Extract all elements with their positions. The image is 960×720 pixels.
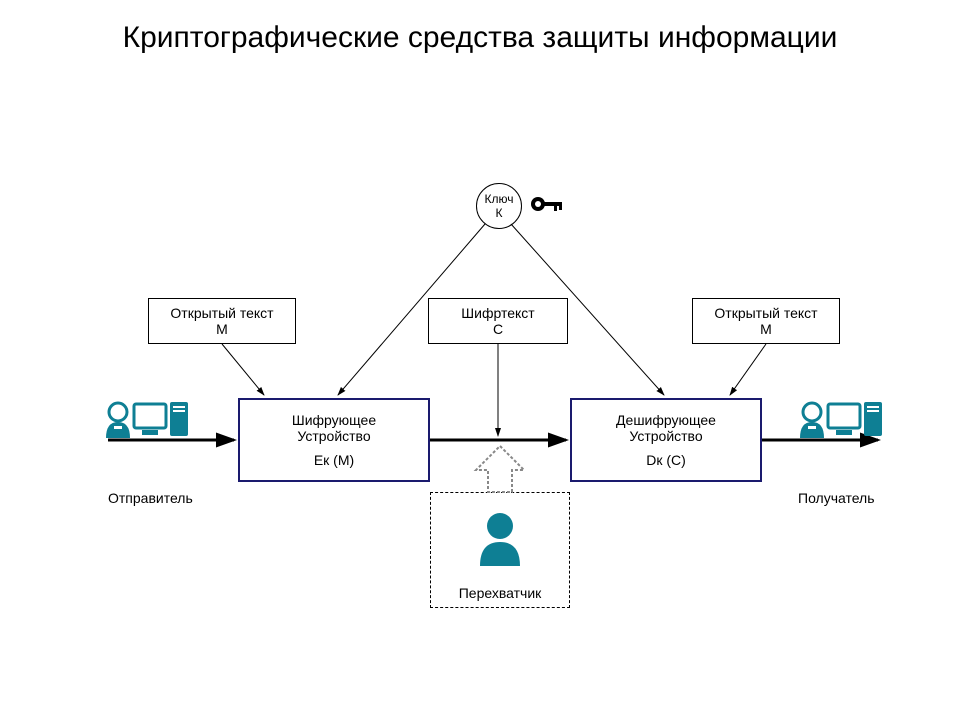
interceptor-box: Перехватчик [430,492,570,608]
encryptor-box: Шифрующее Устройство Eк (M) [238,398,430,482]
key-icon [531,197,562,211]
receiver-label: Получатель [798,490,875,506]
ciphertext-box: Шифртекст C [428,298,568,344]
plaintext-left-box: Открытый текст M [148,298,296,344]
page-title: Криптографические средства защиты информ… [0,20,960,56]
decryptor-box: Дешифрующее Устройство Dк (C) [570,398,762,482]
diagram-svg [0,0,960,720]
sender-icon [106,402,188,438]
key-node: Ключ К [476,183,522,229]
sender-label: Отправитель [108,490,193,506]
key-label-2: К [496,206,503,220]
plaintext-right-box: Открытый текст M [692,298,840,344]
key-label-1: Ключ [485,192,514,206]
receiver-icon [800,402,882,438]
